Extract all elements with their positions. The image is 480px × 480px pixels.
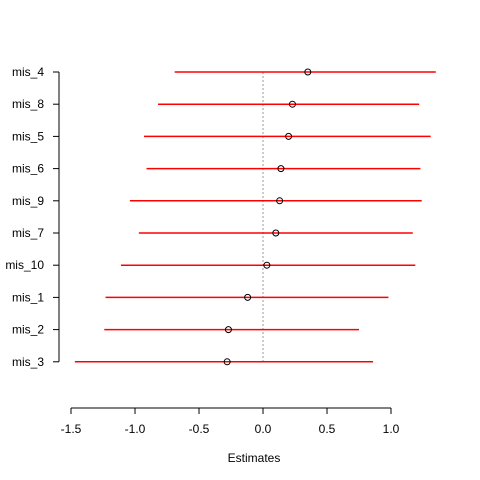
x-tick-label: -1.0 bbox=[125, 422, 146, 436]
y-tick-label: mis_10 bbox=[5, 258, 44, 272]
estimate-point-mis_7 bbox=[272, 229, 280, 237]
y-tick-label: mis_2 bbox=[12, 323, 44, 337]
estimate-point-mis_10 bbox=[263, 261, 271, 269]
y-tick-label: mis_9 bbox=[12, 194, 44, 208]
y-tick-label: mis_7 bbox=[12, 226, 44, 240]
points-group bbox=[223, 68, 312, 366]
estimate-point-mis_8 bbox=[288, 100, 296, 108]
estimate-point-mis_4 bbox=[304, 68, 312, 76]
axes-group: -1.5 -1.0 -0.5 0.0 0.5 1.0 mis_4 mis_8 mis_5 mis_… bbox=[5, 65, 399, 436]
x-axis-title: Estimates bbox=[228, 451, 281, 465]
y-tick-label: mis_4 bbox=[12, 65, 44, 79]
y-tick-label: mis_6 bbox=[12, 162, 44, 176]
estimate-point-mis_5 bbox=[285, 132, 293, 140]
estimate-point-mis_9 bbox=[276, 197, 284, 205]
y-tick-label: mis_5 bbox=[12, 129, 44, 143]
y-tick-label: mis_8 bbox=[12, 97, 44, 111]
x-tick-label: 1.0 bbox=[383, 422, 400, 436]
x-tick-label: 0.5 bbox=[319, 422, 336, 436]
estimate-point-mis_6 bbox=[277, 165, 285, 173]
estimate-point-mis_1 bbox=[244, 293, 252, 301]
estimate-point-mis_3 bbox=[223, 358, 231, 366]
intervals-group bbox=[74, 71, 436, 363]
y-tick-label: mis_3 bbox=[12, 355, 44, 369]
x-tick-label: -1.5 bbox=[61, 422, 82, 436]
x-tick-label: 0.0 bbox=[255, 422, 272, 436]
estimate-point-mis_2 bbox=[224, 326, 232, 334]
y-tick-label: mis_1 bbox=[12, 290, 44, 304]
x-tick-label: -0.5 bbox=[189, 422, 210, 436]
